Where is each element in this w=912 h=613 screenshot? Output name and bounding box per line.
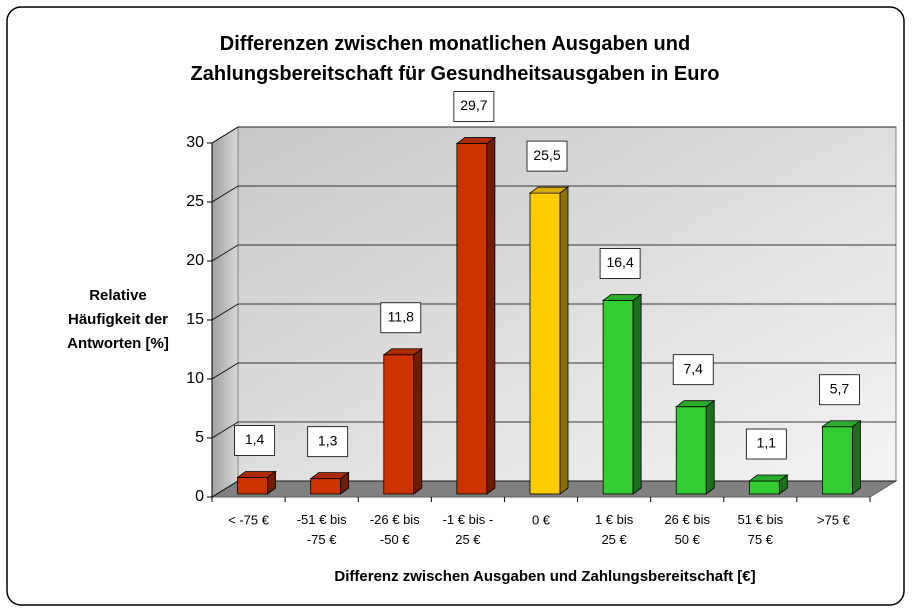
bar-side: [413, 347, 423, 495]
bar: [237, 477, 268, 495]
bar-side: [705, 399, 715, 495]
value-label: 11,8: [388, 308, 414, 324]
bar: [748, 480, 780, 495]
y-tick-label: 15: [186, 311, 204, 328]
bar-side: [486, 136, 496, 495]
value-label: 1,4: [245, 431, 265, 447]
value-label-box: [672, 354, 714, 386]
value-label-box: [380, 302, 422, 334]
value-label-box: [745, 428, 787, 460]
bar-side: [632, 293, 642, 495]
y-tick-label: 0: [195, 488, 204, 505]
value-label: 5,7: [830, 380, 850, 396]
value-label: 16,4: [606, 254, 633, 270]
value-label: 25,5: [533, 147, 560, 163]
value-label: 7,4: [683, 360, 703, 376]
x-tick-label: 0 €: [532, 512, 551, 527]
value-label-box: [526, 140, 568, 172]
bar: [529, 192, 561, 495]
value-label-box: [453, 91, 495, 122]
chart-title: Differenzen zwischen monatlichen Ausgabe…: [191, 33, 720, 85]
bar: [822, 426, 853, 495]
value-label: 1,3: [318, 432, 338, 448]
x-tick-label: 1 € bis 25 €: [595, 512, 634, 547]
grid-line: [211, 244, 896, 262]
y-tick-label: 25: [186, 193, 204, 210]
bar: [383, 354, 415, 495]
value-label: 1,1: [757, 435, 777, 451]
x-tick-label: < -75 €: [228, 512, 270, 527]
x-tick-label: -26 € bis -50 €: [370, 512, 420, 547]
bar-side: [852, 419, 861, 495]
y-tick-label: 30: [186, 134, 204, 151]
bar-side: [267, 470, 276, 495]
value-label-box: [599, 248, 641, 279]
grid-line: [211, 185, 896, 203]
grid-line: [211, 303, 896, 321]
bar: [675, 406, 707, 495]
x-tick-label: 51 € bis 75 €: [738, 512, 784, 547]
x-tick-label: 26 € bis 50 €: [664, 512, 710, 547]
bar-side: [340, 471, 350, 495]
x-tick-label: -51 € bis -75 €: [297, 512, 347, 547]
bar: [602, 300, 634, 495]
value-label-box: [819, 374, 860, 406]
bar: [456, 143, 488, 495]
x-tick-label: >75 €: [817, 512, 851, 527]
bar-side: [778, 474, 788, 495]
y-tick-label: 10: [186, 370, 204, 387]
y-tick-label: 20: [186, 252, 204, 269]
y-tick-label: 5: [195, 429, 204, 446]
grid-line: [211, 126, 896, 144]
value-label: 29,7: [460, 97, 487, 113]
bar-side: [559, 186, 569, 495]
x-axis-title: Differenz zwischen Ausgaben und Zahlungs…: [334, 568, 755, 585]
y-axis-title: Relative Häufigkeit der Antworten [%]: [67, 287, 169, 352]
x-tick-label: -1 € bis -25 €: [443, 512, 494, 547]
bar: [310, 478, 342, 495]
value-label-box: [234, 425, 275, 456]
value-label-box: [307, 426, 349, 458]
